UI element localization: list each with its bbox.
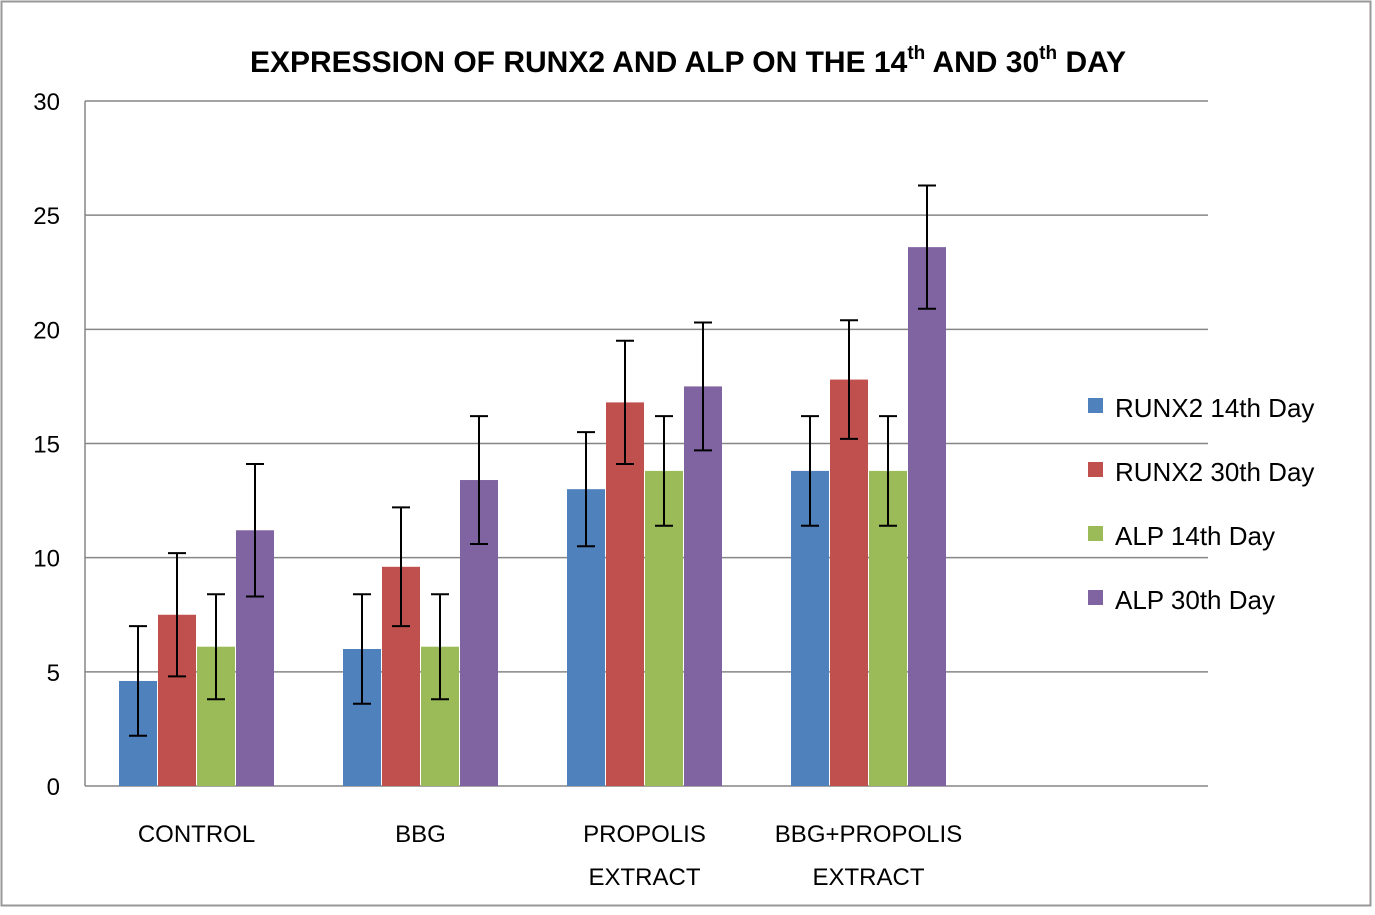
error-bar xyxy=(694,321,712,452)
error-bar xyxy=(918,184,936,310)
error-bar xyxy=(353,593,371,705)
legend: RUNX2 14th Day RUNX2 30th Day ALP 14th Day… xyxy=(1088,393,1314,615)
legend-item: RUNX2 14th Day xyxy=(1088,393,1314,423)
x-tick-label: BBG xyxy=(395,821,446,848)
error-bar xyxy=(392,506,410,628)
legend-swatch xyxy=(1088,462,1103,477)
legend-label: RUNX2 30th Day xyxy=(1115,457,1314,487)
legend-item: ALP 30th Day xyxy=(1088,585,1275,615)
y-tick-label: 30 xyxy=(33,89,60,116)
error-bar xyxy=(879,415,897,527)
y-tick-label: 10 xyxy=(33,546,60,573)
bar xyxy=(684,386,722,786)
x-tick-label: PROPOLIS xyxy=(583,821,706,848)
error-bar xyxy=(801,415,819,527)
error-bar xyxy=(840,319,858,440)
x-tick-label: BBG+PROPOLIS xyxy=(775,821,962,848)
error-bar xyxy=(470,415,488,545)
legend-label: RUNX2 14th Day xyxy=(1115,393,1314,423)
error-bar xyxy=(246,463,264,598)
error-bar xyxy=(207,593,225,701)
x-tick-label: CONTROL xyxy=(138,821,255,848)
y-tick-label: 25 xyxy=(33,203,60,230)
y-tick-label: 5 xyxy=(47,660,60,687)
error-bar xyxy=(129,625,147,737)
error-bar xyxy=(431,593,449,701)
y-tick-label: 20 xyxy=(33,317,60,344)
legend-label: ALP 30th Day xyxy=(1115,585,1275,615)
legend-item: RUNX2 30th Day xyxy=(1088,457,1314,487)
y-axis-tick-labels: 0 5 10 15 20 25 30 xyxy=(33,89,60,801)
legend-swatch xyxy=(1088,398,1103,413)
error-bar xyxy=(655,415,673,527)
error-bars xyxy=(129,184,936,737)
y-tick-label: 15 xyxy=(33,432,60,459)
legend-label: ALP 14th Day xyxy=(1115,521,1275,551)
bar xyxy=(606,402,644,786)
bar xyxy=(908,247,946,787)
legend-item: ALP 14th Day xyxy=(1088,521,1275,551)
x-tick-label: EXTRACT xyxy=(588,864,700,891)
error-bar xyxy=(616,339,634,466)
chart-title: EXPRESSION OF RUNX2 AND ALP ON THE 14th … xyxy=(250,43,1126,79)
x-tick-label: EXTRACT xyxy=(812,864,924,891)
x-axis-tick-labels: CONTROL BBG PROPOLIS EXTRACT BBG+PROPOLIS EXT… xyxy=(138,821,962,891)
legend-swatch xyxy=(1088,526,1103,541)
error-bar xyxy=(168,552,186,678)
legend-swatch xyxy=(1088,590,1103,605)
bar xyxy=(830,379,868,786)
y-tick-label: 0 xyxy=(47,774,60,801)
error-bar xyxy=(577,431,595,548)
